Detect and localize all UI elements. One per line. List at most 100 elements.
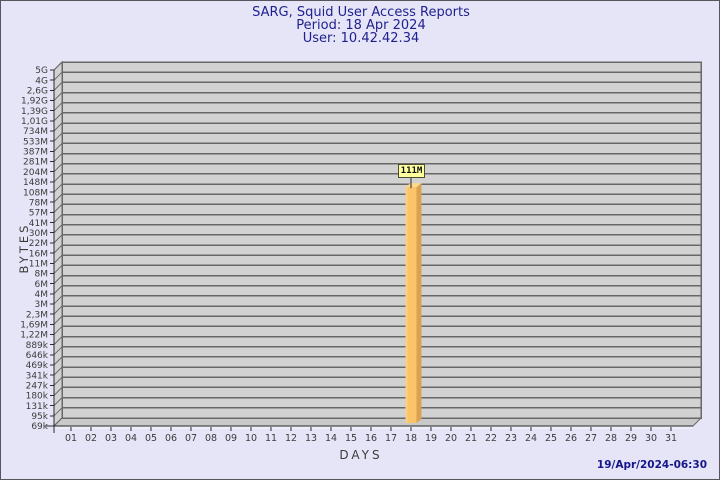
y-tick-label: 16M [29, 249, 48, 259]
y-tick-label: 95k [31, 412, 48, 422]
depth-line [53, 61, 63, 71]
x-tick-label: 26 [565, 433, 577, 444]
bar-face [405, 187, 417, 423]
x-tick-label: 20 [445, 433, 457, 444]
y-tick-label: 41M [29, 219, 48, 229]
y-tick-label: 2,6G [27, 87, 48, 97]
y-tick-label: 6M [35, 280, 49, 290]
y-tick-label: 69k [31, 422, 48, 432]
depth-line [53, 163, 63, 173]
x-tick-label: 31 [665, 433, 677, 444]
y-tick-label: 11M [29, 259, 48, 269]
chart-period: Period: 18 Apr 2024 [296, 18, 426, 33]
y-tick-label: 387M [23, 148, 48, 158]
y-tick-label: 57M [29, 209, 48, 219]
depth-line [53, 193, 63, 203]
x-tick-label: 19 [425, 433, 437, 444]
y-tick-label: 1,39G [21, 107, 48, 117]
depth-line [53, 102, 63, 112]
x-tick-label: 27 [585, 433, 597, 444]
depth-line [53, 204, 63, 213]
y-tick-label: 22M [29, 239, 48, 249]
x-tick-label: 23 [505, 433, 517, 444]
depth-line [53, 305, 63, 315]
depth-line [53, 366, 63, 376]
depth-line [53, 417, 63, 427]
x-tick-label: 28 [605, 433, 617, 444]
y-tick-label: 148M [23, 178, 48, 188]
x-tick-label: 15 [345, 433, 357, 444]
plot-back-wall [61, 61, 702, 419]
depth-line [53, 326, 63, 335]
bar-side [416, 183, 422, 423]
depth-line [53, 376, 63, 386]
depth-line [53, 336, 63, 345]
chart-user: User: 10.42.42.34 [302, 31, 420, 46]
y-tick-label: 131k [26, 402, 49, 412]
depth-line [53, 92, 63, 101]
depth-line [53, 214, 63, 223]
chart-header: SARG, Squid User Access Reports Period: … [1, 5, 719, 46]
y-tick-label: 533M [23, 137, 48, 147]
y-tick-label: 4G [35, 76, 48, 86]
y-tick-label: 247k [26, 382, 49, 392]
bar-value-label: 111M [398, 164, 425, 179]
y-tick-label: 889k [26, 341, 49, 351]
plot-floor [52, 417, 703, 427]
x-tick-label: 14 [325, 433, 337, 444]
x-tick-label: 03 [105, 433, 117, 444]
x-tick-label: 17 [385, 433, 397, 444]
chart-title: SARG, Squid User Access Reports [252, 5, 470, 20]
x-tick-label: 25 [545, 433, 557, 444]
x-tick-label: 12 [285, 433, 297, 444]
y-tick-label: 469k [26, 361, 49, 371]
y-tick-label: 646k [26, 351, 49, 361]
depth-line [53, 224, 63, 234]
y-tick-label: 5G [35, 66, 48, 76]
depth-line [53, 285, 63, 295]
depth-line [53, 132, 63, 142]
depth-line [53, 407, 63, 417]
depth-line [53, 265, 63, 274]
y-tick-label: 204M [23, 168, 48, 178]
x-tick-label: 29 [625, 433, 637, 444]
x-tick-label: 02 [85, 433, 97, 444]
x-tick-label: 11 [265, 433, 277, 444]
x-tick-label: 04 [125, 433, 137, 444]
x-tick-label: 06 [165, 433, 177, 444]
y-tick-label: 341k [26, 371, 49, 381]
depth-line [53, 387, 63, 396]
y-tick-label: 78M [29, 198, 48, 208]
x-tick-label: 13 [305, 433, 317, 444]
depth-line [53, 153, 63, 162]
y-tick-label: 1,92G [21, 97, 48, 107]
x-axis-title: DAYS [339, 448, 383, 462]
y-tick-label: 734M [23, 127, 48, 137]
depth-line [53, 122, 63, 132]
y-axis-title: BYTES [17, 222, 31, 274]
bar-face-highlight [405, 187, 408, 423]
depth-line [53, 234, 63, 244]
y-tick-label: 1,69M [20, 320, 48, 330]
y-tick-label: 8M [35, 270, 49, 280]
depth-line [53, 315, 63, 325]
depth-line [53, 275, 63, 284]
y-tick-label: 3M [35, 300, 49, 310]
y-tick-label: 281M [23, 158, 48, 168]
x-tick-label: 09 [225, 433, 237, 444]
depth-line [53, 356, 63, 366]
y-tick-label: 1,22M [20, 331, 48, 341]
x-tick-label: 21 [465, 433, 477, 444]
depth-line [53, 143, 63, 152]
x-tick-label: 07 [185, 433, 197, 444]
depth-line [53, 81, 63, 91]
depth-line [53, 71, 63, 81]
x-tick-label: 18 [405, 433, 417, 444]
y-tick-label: 30M [29, 229, 48, 239]
x-tick-label: 01 [65, 433, 77, 444]
x-tick-label: 30 [645, 433, 657, 444]
y-tick-label: 4M [35, 290, 49, 300]
depth-line [53, 183, 63, 193]
